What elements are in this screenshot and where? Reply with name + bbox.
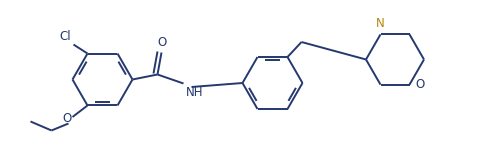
Text: Cl: Cl — [60, 29, 71, 43]
Text: N: N — [376, 17, 385, 30]
Text: O: O — [157, 36, 167, 49]
Text: O: O — [62, 112, 71, 125]
Text: O: O — [415, 78, 425, 91]
Text: NH: NH — [186, 86, 203, 100]
